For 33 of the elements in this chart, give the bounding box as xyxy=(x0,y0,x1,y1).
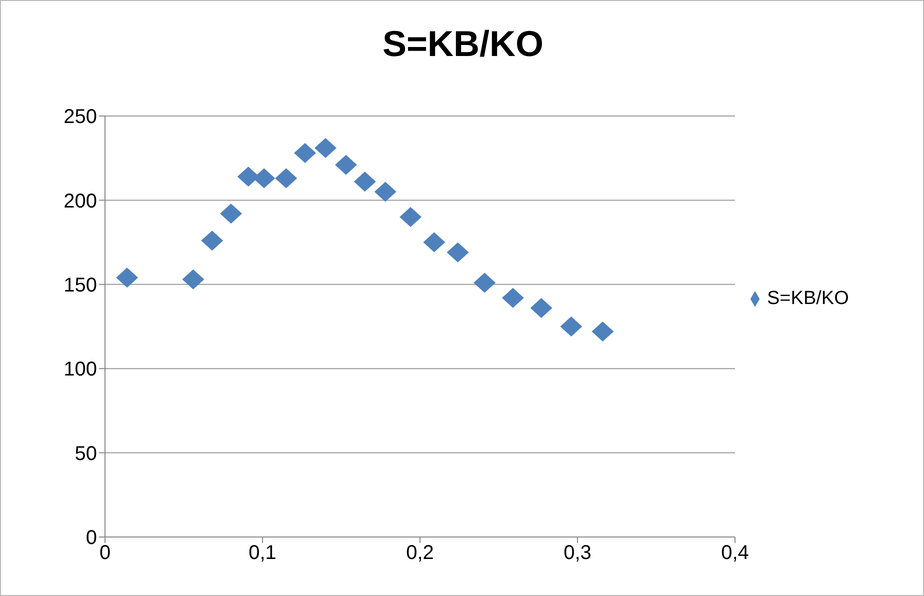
point xyxy=(275,168,298,188)
y-tick-label: 50 xyxy=(74,442,97,465)
point xyxy=(423,232,446,252)
point xyxy=(253,168,276,188)
x-tick-label: 0,2 xyxy=(406,542,434,564)
point xyxy=(400,207,422,228)
point xyxy=(474,272,496,293)
y-tick-label: 250 xyxy=(64,106,97,128)
x-tick-label: 0,3 xyxy=(564,542,592,564)
y-tick-label: 150 xyxy=(64,274,97,296)
chart-title: S=KB/KO xyxy=(381,23,545,65)
x-tick-label: 0,1 xyxy=(248,542,276,564)
point xyxy=(592,322,614,342)
point xyxy=(334,154,357,175)
point xyxy=(294,143,316,164)
y-tick-label: 200 xyxy=(64,190,97,212)
point xyxy=(530,298,552,318)
point xyxy=(220,204,242,224)
point xyxy=(314,138,336,158)
x-tick-label: 0,4 xyxy=(721,542,749,564)
legend-label: S=KB/KO xyxy=(767,288,849,309)
point xyxy=(237,166,260,187)
point xyxy=(201,230,224,251)
point xyxy=(116,268,138,288)
point xyxy=(374,182,396,202)
point xyxy=(182,269,204,290)
point xyxy=(354,172,376,192)
point xyxy=(560,316,582,336)
point xyxy=(502,288,524,308)
y-tick-label: 100 xyxy=(64,358,97,381)
point xyxy=(446,242,469,262)
y-tick-label: 0 xyxy=(86,527,97,550)
x-tick-label: 0 xyxy=(99,542,111,564)
